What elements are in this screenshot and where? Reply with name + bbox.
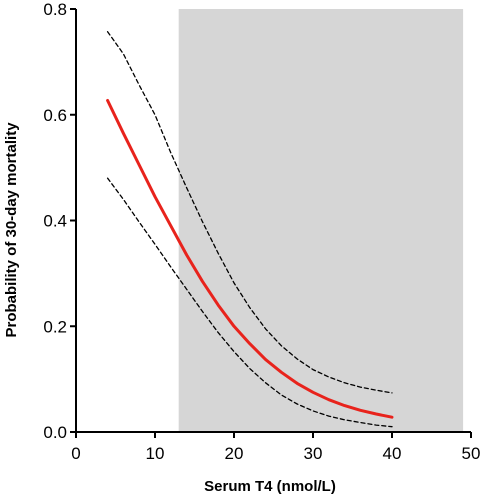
y-tick-label: 0.8	[43, 0, 67, 19]
x-tick-label: 40	[383, 444, 402, 463]
lower-ci-line	[106, 177, 393, 428]
y-axis-title: Probability of 30-day mortality	[3, 122, 20, 338]
upper-ci-line	[106, 31, 393, 394]
estimate-line	[106, 99, 394, 419]
x-tick-label: 20	[225, 444, 244, 463]
shaded-region	[178, 9, 464, 432]
plot-lines	[106, 31, 394, 428]
x-axis-title: Serum T4 (nmol/L)	[204, 478, 336, 495]
y-tick-label: 0.6	[43, 106, 67, 125]
x-tick-label: 50	[462, 444, 481, 463]
x-tick-label: 10	[146, 444, 165, 463]
y-tick-label: 0.2	[43, 317, 67, 336]
y-tick-label: 0.0	[43, 423, 67, 442]
x-ticks: 0 10 20 30 40 50	[71, 432, 480, 463]
y-ticks: 0.0 0.2 0.4 0.6 0.8	[43, 0, 76, 442]
x-tick-label: 30	[304, 444, 323, 463]
x-tick-label: 0	[71, 444, 80, 463]
y-tick-label: 0.4	[43, 212, 67, 231]
